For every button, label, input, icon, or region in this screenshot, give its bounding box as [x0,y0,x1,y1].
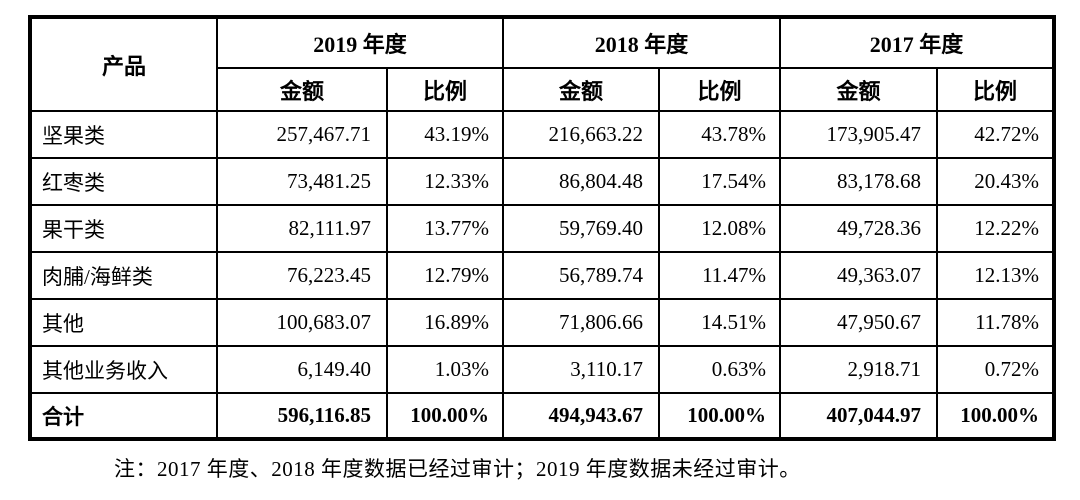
product-name-cell: 红枣类 [29,157,218,206]
amount-value: 257,467.71 [216,110,388,159]
ratio-value: 13.77% [385,204,505,253]
amount-value: 2,918.71 [779,345,939,394]
amount-value: 216,663.22 [502,110,661,159]
ratio-value: 43.19% [385,110,505,159]
ratio-value: 43.78% [658,110,782,159]
amount-header-2019: 金额 [216,67,388,112]
revenue-table-container: 产品 2019 年度 2018 年度 2017 年度 金额 比例 金额 比例 金… [28,15,1057,441]
ratio-value: 14.51% [658,298,782,347]
amount-value: 71,806.66 [502,298,661,347]
amount-value: 6,149.40 [216,345,388,394]
product-name-cell: 其他 [29,298,218,347]
amount-value: 83,178.68 [779,157,939,206]
total-amount-value: 407,044.97 [779,392,939,440]
total-ratio-value: 100.00% [658,392,782,440]
ratio-value: 12.13% [936,251,1056,300]
product-column-header: 产品 [29,16,218,112]
amount-value: 82,111.97 [216,204,388,253]
total-amount-value: 494,943.67 [502,392,661,440]
year-2018-header: 2018 年度 [502,16,782,69]
ratio-value: 20.43% [936,157,1056,206]
table-row: 肉脯/海鲜类 76,223.45 12.79% 56,789.74 11.47%… [29,251,1056,300]
header-row-measures: 金额 比例 金额 比例 金额 比例 [30,67,1056,112]
total-amount-value: 596,116.85 [216,392,388,440]
amount-value: 73,481.25 [216,157,388,206]
product-name-cell: 肉脯/海鲜类 [29,251,218,300]
amount-header-2018: 金额 [502,67,661,112]
product-name-cell: 其他业务收入 [29,345,218,394]
amount-value: 47,950.67 [779,298,939,347]
revenue-by-product-table: 产品 2019 年度 2018 年度 2017 年度 金额 比例 金额 比例 金… [28,15,1057,441]
total-label-cell: 合计 [29,392,218,440]
product-name-cell: 坚果类 [29,110,218,159]
amount-header-2017: 金额 [779,67,939,112]
ratio-header-2018: 比例 [658,67,782,112]
amount-value: 49,363.07 [779,251,939,300]
ratio-value: 12.08% [658,204,782,253]
product-name-cell: 果干类 [29,204,218,253]
table-row: 红枣类 73,481.25 12.33% 86,804.48 17.54% 83… [29,157,1056,206]
ratio-value: 11.78% [936,298,1056,347]
ratio-header-2019: 比例 [385,67,505,112]
year-2017-header: 2017 年度 [779,16,1056,69]
table-row: 其他业务收入 6,149.40 1.03% 3,110.17 0.63% 2,9… [29,345,1056,394]
amount-value: 49,728.36 [779,204,939,253]
ratio-value: 0.72% [936,345,1056,394]
ratio-value: 11.47% [658,251,782,300]
amount-value: 76,223.45 [216,251,388,300]
ratio-value: 42.72% [936,110,1056,159]
ratio-value: 16.89% [385,298,505,347]
audit-note-text: 注：2017 年度、2018 年度数据已经过审计；2019 年度数据未经过审计。 [114,457,801,481]
amount-value: 100,683.07 [216,298,388,347]
table-row: 其他 100,683.07 16.89% 71,806.66 14.51% 47… [29,298,1056,347]
ratio-value: 0.63% [658,345,782,394]
amount-value: 86,804.48 [502,157,661,206]
total-row: 合计 596,116.85 100.00% 494,943.67 100.00%… [29,392,1056,440]
amount-value: 173,905.47 [779,110,939,159]
ratio-value: 17.54% [658,157,782,206]
total-ratio-value: 100.00% [936,392,1056,440]
ratio-value: 1.03% [385,345,505,394]
total-ratio-value: 100.00% [385,392,505,440]
ratio-value: 12.22% [936,204,1056,253]
year-2019-header: 2019 年度 [215,16,505,69]
table-row: 坚果类 257,467.71 43.19% 216,663.22 43.78% … [29,110,1056,159]
amount-value: 3,110.17 [502,345,661,394]
table-row: 果干类 82,111.97 13.77% 59,769.40 12.08% 49… [29,204,1056,253]
amount-value: 59,769.40 [502,204,661,253]
ratio-header-2017: 比例 [936,67,1056,112]
header-row-years: 产品 2019 年度 2018 年度 2017 年度 [29,16,1056,112]
ratio-value: 12.33% [385,157,505,206]
ratio-value: 12.79% [385,251,505,300]
amount-value: 56,789.74 [502,251,661,300]
